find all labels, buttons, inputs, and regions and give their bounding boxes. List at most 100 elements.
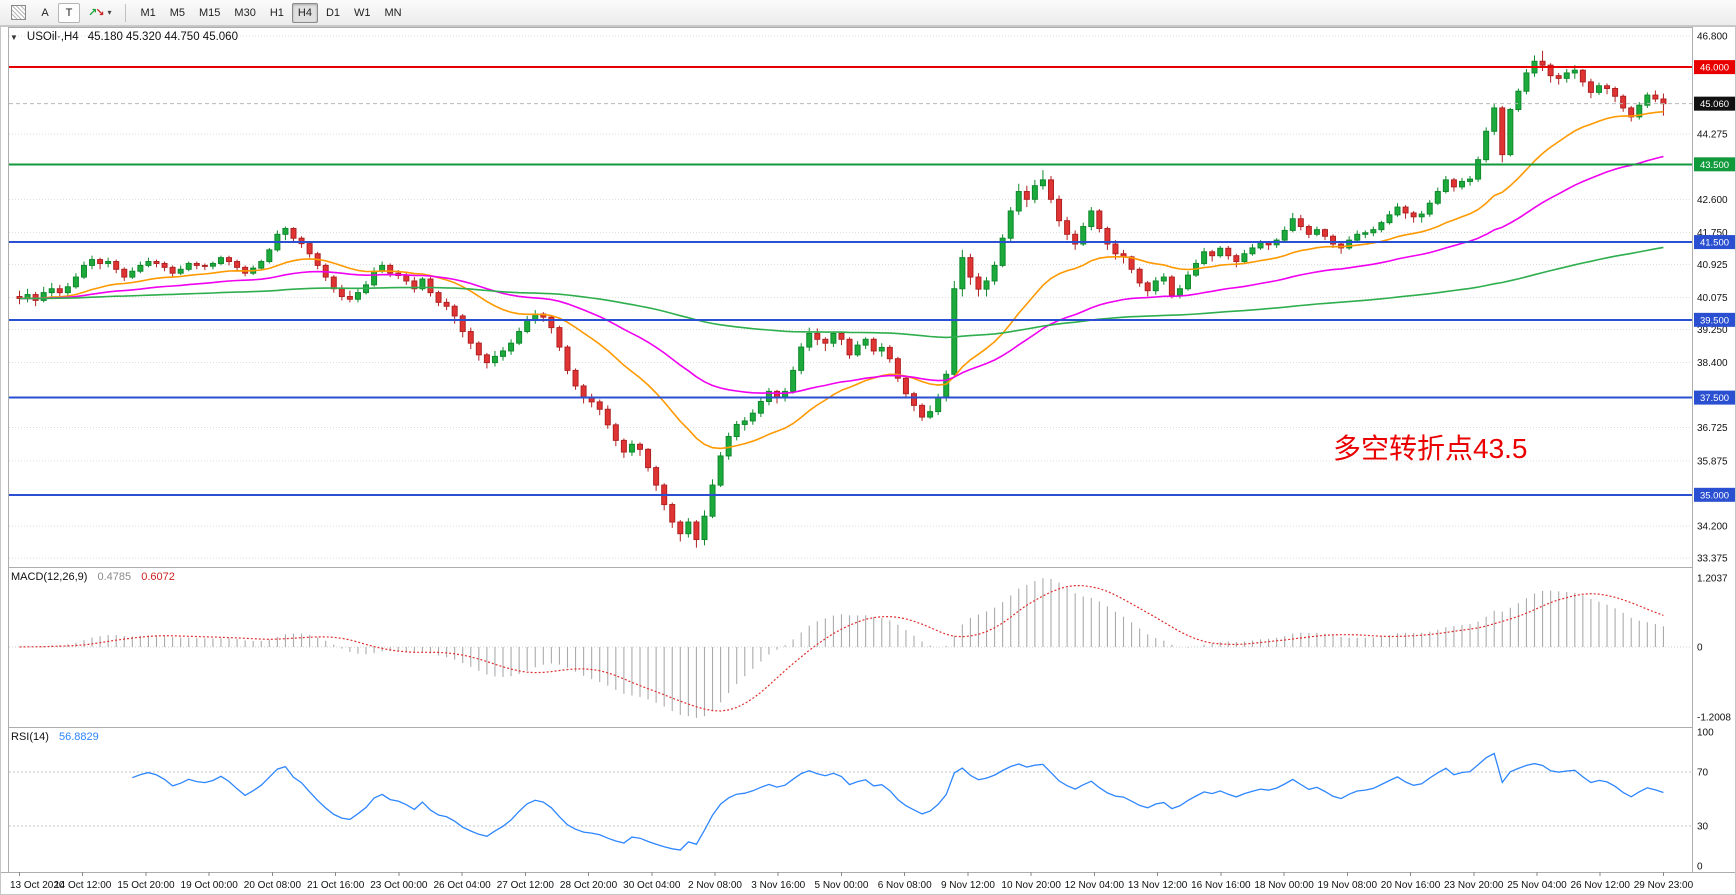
price-axis-label: 41.750	[1697, 228, 1728, 239]
text-t-button[interactable]: T	[58, 2, 80, 23]
time-axis-label: 20 Oct 08:00	[244, 880, 302, 891]
macd-signal-value: 0.6072	[141, 571, 175, 583]
rsi-name: RSI(14)	[11, 731, 49, 743]
time-axis-label: 28 Oct 20:00	[560, 880, 618, 891]
timeframe-d1-button[interactable]: D1	[320, 3, 346, 23]
up-arrow-icon: ↗	[88, 7, 98, 19]
timeframe-m1-button[interactable]: M1	[134, 3, 161, 23]
timeframe-m30-button[interactable]: M30	[228, 3, 261, 23]
timeframe-m5-button[interactable]: M5	[164, 3, 191, 23]
macd-axis[interactable]: 1.2037 0 -1.2008	[1697, 574, 1731, 724]
chart-annotation-text[interactable]: 多空转折点43.5	[1333, 433, 1528, 464]
timeframe-mn-button[interactable]: MN	[379, 3, 408, 23]
grid-icon	[11, 5, 26, 20]
rsi-line	[132, 752, 1664, 851]
ma-line-55[interactable]	[19, 155, 1664, 395]
time-axis-label: 23 Nov 20:00	[1444, 880, 1504, 891]
time-axis-label: 25 Nov 04:00	[1507, 880, 1567, 891]
price-axis[interactable]: 46.800 44.275 42.600 41.750 40.925 40.075 39.2…	[1694, 32, 1735, 565]
timeframe-h1-button[interactable]: H1	[264, 3, 290, 23]
timeframe-group: M1 M5 M15 M30 H1 H4 D1 W1 MN	[133, 2, 408, 23]
time-axis-label: 23 Oct 00:00	[370, 880, 428, 891]
time-axis-label: 14 Oct 12:00	[54, 880, 112, 891]
price-badge-41.500: 41.500	[1694, 235, 1735, 250]
price-badge-43.500: 43.500	[1694, 157, 1735, 172]
macd-signal-line	[19, 584, 1664, 712]
rsi-axis[interactable]: 100 70 30 0	[1697, 728, 1714, 873]
macd-name: MACD(12,26,9)	[11, 571, 88, 583]
svg-text:37.500: 37.500	[1700, 393, 1729, 404]
ma-line-24[interactable]	[19, 110, 1664, 450]
time-axis-label: 10 Nov 20:00	[1001, 880, 1061, 891]
macd-histogram	[27, 578, 1664, 718]
price-axis-label: 39.250	[1697, 325, 1728, 336]
indicators-dropdown-button[interactable]: ↗ ↘ ▾	[82, 3, 117, 23]
ma-line-200[interactable]	[19, 246, 1664, 339]
chart-title: ▼ USOil·,H4 45.180 45.320 44.750 45.060	[10, 31, 238, 43]
price-axis-label: 40.075	[1697, 293, 1728, 304]
time-axis-label: 18 Nov 00:00	[1254, 880, 1314, 891]
price-badge-45.060: 45.060	[1694, 96, 1735, 111]
time-axis-label: 6 Nov 08:00	[878, 880, 932, 891]
price-badge-39.500: 39.500	[1694, 312, 1735, 327]
symbol-period-label: USOil·,H4	[26, 31, 79, 43]
time-axis-label: 30 Oct 04:00	[623, 880, 681, 891]
svg-text:46.000: 46.000	[1700, 63, 1729, 74]
time-axis-label: 15 Oct 20:00	[117, 880, 175, 891]
chart-grid-button[interactable]	[5, 3, 32, 23]
time-axis-label: 21 Oct 16:00	[307, 880, 365, 891]
time-axis-label: 27 Oct 12:00	[497, 880, 555, 891]
time-axis-label: 13 Oct 2020	[10, 880, 65, 891]
price-axis-label: 42.600	[1697, 195, 1728, 206]
price-axis-label: 33.375	[1697, 554, 1728, 565]
svg-text:45.060: 45.060	[1700, 99, 1729, 110]
time-axis-label: 19 Nov 08:00	[1318, 880, 1378, 891]
collapse-arrow-icon[interactable]: ▼	[10, 32, 18, 42]
time-axis-label: 12 Nov 04:00	[1065, 880, 1125, 891]
price-axis-label: 44.275	[1697, 130, 1728, 141]
timeframe-h4-button[interactable]: H4	[291, 2, 318, 23]
price-badge-46.000: 46.000	[1694, 60, 1735, 75]
time-axis-label: 29 Nov 23:00	[1634, 880, 1694, 891]
price-badge-37.500: 37.500	[1694, 390, 1735, 405]
text-a-button[interactable]: A	[34, 3, 56, 23]
timeframe-m15-button[interactable]: M15	[193, 3, 226, 23]
macd-axis-label: 1.2037	[1697, 574, 1728, 585]
macd-main-value: 0.4785	[97, 571, 132, 583]
time-axis-label: 26 Nov 12:00	[1570, 880, 1630, 891]
time-axis-label: 16 Nov 16:00	[1191, 880, 1251, 891]
time-axis-label: 9 Nov 12:00	[941, 880, 995, 891]
price-axis-label: 36.725	[1697, 423, 1728, 434]
time-axis-label: 19 Oct 00:00	[181, 880, 239, 891]
rsi-axis-label: 30	[1697, 821, 1709, 832]
svg-text:39.500: 39.500	[1700, 315, 1729, 326]
svg-text:41.500: 41.500	[1700, 238, 1729, 249]
timeframe-w1-button[interactable]: W1	[348, 3, 377, 23]
price-axis-label: 34.200	[1697, 521, 1728, 532]
chevron-down-icon: ▾	[107, 8, 112, 17]
rsi-label: RSI(14) 56.8829	[11, 731, 99, 743]
time-axis-label: 5 Nov 00:00	[815, 880, 869, 891]
svg-text:35.000: 35.000	[1700, 490, 1729, 501]
price-axis-label: 40.925	[1697, 260, 1728, 271]
price-badge-35.000: 35.000	[1694, 487, 1735, 502]
toolbar-separator	[125, 3, 127, 22]
toolbar: A T ↗ ↘ ▾ M1 M5 M15 M30 H1 H4 D1 W1 MN	[0, 0, 1736, 26]
ohlc-values: 45.180 45.320 44.750 45.060	[87, 31, 238, 43]
rsi-axis-label: 0	[1697, 862, 1703, 873]
rsi-axis-label: 100	[1697, 728, 1714, 739]
time-axis-label: 3 Nov 16:00	[751, 880, 805, 891]
macd-axis-label: -1.2008	[1697, 713, 1731, 724]
time-axis-label: 20 Nov 16:00	[1381, 880, 1441, 891]
down-arrow-icon: ↘	[95, 7, 105, 19]
horizontal-lines[interactable]	[9, 66, 1692, 496]
macd-axis-label: 0	[1697, 643, 1703, 654]
price-axis-label: 46.800	[1697, 32, 1728, 43]
time-axis-label: 26 Oct 04:00	[433, 880, 491, 891]
time-axis-label: 13 Nov 12:00	[1128, 880, 1188, 891]
price-axis-label: 35.875	[1697, 456, 1728, 467]
rsi-axis-label: 70	[1697, 768, 1709, 779]
